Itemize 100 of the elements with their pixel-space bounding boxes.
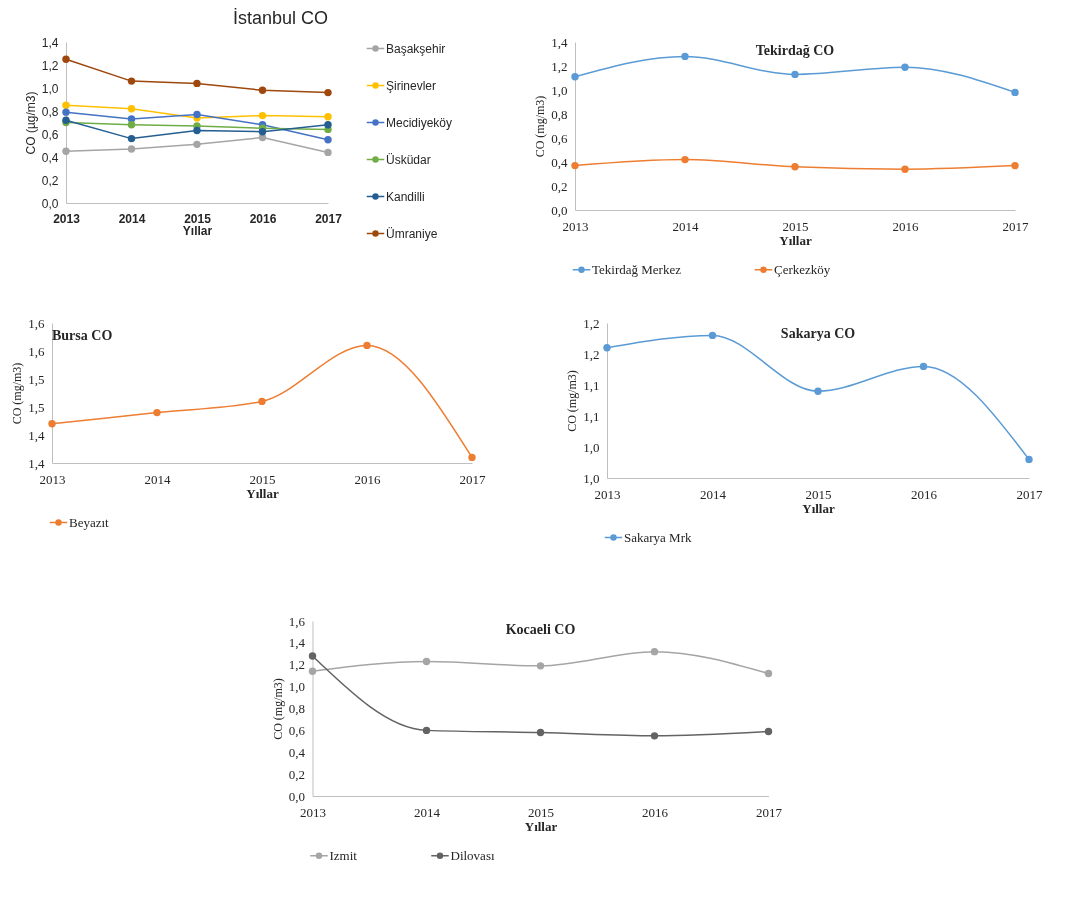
y-tick-label: 1,5 (28, 371, 45, 387)
y-tick-label: 0,4 (288, 744, 306, 760)
x-tick-label: 2014 (414, 804, 441, 820)
y-tick-label: 1,2 (551, 58, 568, 74)
x-tick-label: 2013 (562, 218, 589, 234)
chart-title: Bursa CO (52, 328, 113, 343)
legend-label: Beyazıt (69, 514, 110, 530)
point (193, 79, 201, 88)
point (48, 420, 56, 428)
point (1011, 88, 1019, 97)
point (308, 667, 317, 676)
point (901, 165, 909, 173)
point (363, 341, 371, 350)
point (62, 147, 70, 155)
y-tick-label: 1,4 (288, 635, 306, 651)
legend-label: Şirinevler (386, 78, 437, 93)
point (258, 397, 266, 406)
point (324, 121, 332, 129)
point (258, 128, 267, 136)
point (919, 362, 928, 371)
x-tick-label: 2016 (911, 486, 938, 502)
point (571, 73, 579, 81)
point (127, 105, 136, 113)
point (308, 652, 317, 660)
chart-title: İstanbul CO (232, 8, 328, 28)
point (62, 55, 70, 63)
point (536, 728, 545, 737)
legend-label: Çerkezköy (774, 261, 831, 277)
x-tick-label: 2014 (144, 471, 171, 487)
point (153, 408, 161, 417)
legend-label: Kandilli (386, 189, 425, 204)
x-tick-label: 2013 (594, 486, 621, 502)
y-tick-label: 0,2 (288, 766, 305, 782)
y-tick-label: 1,2 (583, 346, 600, 362)
point (571, 161, 579, 170)
legend-label: Tekirdağ Merkez (592, 261, 682, 277)
y-tick-label: 0,6 (41, 127, 59, 142)
y-tick-label: 0,4 (41, 150, 59, 165)
y-tick-label: 0,6 (288, 722, 306, 738)
x-axis-title: Yıllar (246, 485, 279, 501)
x-tick-label: 2017 (1016, 486, 1043, 502)
y-tick-label: 1,6 (28, 315, 45, 331)
y-tick-label: 0,0 (288, 788, 305, 804)
x-tick-label: 2013 (53, 211, 81, 226)
x-axis-title: Yıllar (524, 818, 558, 834)
point (62, 101, 70, 109)
point (791, 163, 799, 171)
x-tick-label: 2013 (300, 804, 326, 820)
point (650, 647, 659, 656)
y-tick-label: 1,0 (583, 439, 600, 455)
y-tick-label: 1,6 (288, 613, 306, 629)
legend-label: Başakşehir (386, 41, 446, 56)
x-tick-label: 2014 (118, 211, 146, 226)
x-tick-label: 2017 (1002, 218, 1029, 234)
x-tick-label: 2015 (805, 486, 832, 502)
y-tick-label: 1,5 (28, 399, 45, 415)
point (193, 140, 201, 149)
x-axis-title: Yıllar (802, 500, 835, 516)
point (258, 86, 267, 94)
point (258, 133, 267, 142)
point (708, 331, 717, 340)
point (193, 126, 201, 135)
y-tick-label: 0,6 (551, 130, 568, 146)
chart-title: Kocaeli CO (505, 622, 576, 637)
y-tick-label: 0,4 (551, 154, 568, 170)
y-axis-title: CO (mg/m3) (10, 362, 25, 425)
point (324, 136, 332, 144)
point (127, 77, 136, 85)
point (422, 657, 431, 666)
chart-title: Sakarya CO (780, 326, 856, 341)
y-tick-label: 0,2 (551, 178, 568, 194)
point (324, 88, 332, 97)
legend-label: Izmit (329, 847, 358, 863)
y-tick-label: 0,2 (41, 173, 59, 188)
point (193, 110, 201, 119)
point (324, 148, 332, 157)
y-tick-label: 1,0 (41, 81, 59, 96)
point (764, 669, 773, 678)
point (681, 52, 689, 61)
y-tick-label: 1,2 (583, 315, 600, 331)
point (127, 121, 136, 129)
x-tick-label: 2016 (892, 218, 919, 234)
point (62, 108, 70, 116)
x-tick-label: 2015 (249, 471, 276, 487)
y-tick-label: 1,4 (551, 34, 568, 50)
x-tick-label: 2016 (249, 211, 277, 226)
y-tick-label: 0,8 (551, 106, 568, 122)
x-tick-label: 2017 (756, 804, 783, 820)
legend-label: Mecidiyeköy (386, 115, 453, 130)
x-tick-label: 2017 (315, 211, 343, 226)
point (127, 145, 136, 153)
legend-label: Sakarya Mrk (624, 529, 693, 545)
point (324, 113, 332, 121)
x-tick-label: 2014 (672, 218, 699, 234)
legend-label: Dilovası (450, 847, 495, 863)
x-axis-title: Yıllar (182, 223, 213, 238)
point (681, 155, 689, 164)
point (603, 344, 611, 352)
point (127, 134, 136, 143)
x-tick-label: 2016 (354, 471, 381, 487)
